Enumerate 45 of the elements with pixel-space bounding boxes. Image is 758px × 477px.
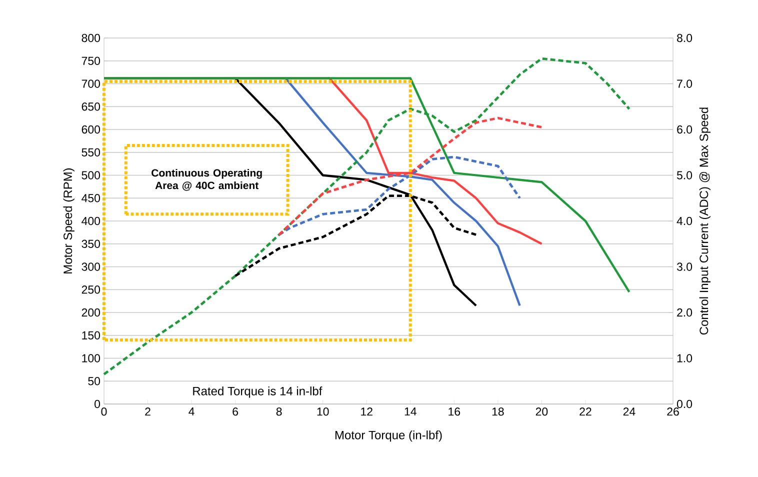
y-tick-label: 0	[94, 400, 100, 408]
y-tick-label: 700	[82, 80, 100, 88]
y2-tick-label: 5.0	[676, 171, 692, 180]
x-tick-label: 18	[492, 408, 504, 416]
x-tick-label: 24	[623, 408, 636, 416]
y-tick-label: 650	[82, 102, 100, 111]
x-tick-label: 12	[361, 408, 372, 416]
y2-tick-label: 0.0	[676, 400, 692, 408]
y2-tick-label: 3.0	[676, 262, 692, 271]
x-tick-label: 2	[145, 408, 150, 416]
x-axis-title: Motor Torque (in-lbf)	[335, 430, 442, 442]
y-tick-label: 550	[82, 148, 100, 156]
y-tick-label: 600	[82, 125, 100, 134]
y2-axis-title: Control Input Current (ADC) @ Max Speed	[699, 108, 711, 335]
y-tick-label: 200	[82, 308, 100, 317]
y2-tick-label: 1.0	[677, 354, 692, 362]
y2-tick-label: 6.0	[677, 125, 692, 134]
y2-tick-label: 2.0	[677, 308, 692, 317]
y-tick-label: 300	[82, 262, 100, 271]
x-tick-label: 8	[276, 408, 282, 416]
y-tick-label: 350	[82, 240, 100, 248]
y-tick-label: 250	[82, 286, 100, 294]
x-tick-label: 10	[317, 408, 329, 416]
x-tick-label: 26	[667, 408, 679, 416]
y2-tick-label: 7.0	[677, 80, 692, 88]
x-tick-label: 6	[232, 408, 238, 416]
y-tick-label: 400	[82, 216, 100, 226]
x-tick-label: 22	[580, 408, 592, 416]
x-tick-label: 20	[536, 408, 548, 416]
x-tick-label: 4	[188, 408, 194, 416]
y2-tick-label: 4.0	[676, 216, 692, 226]
x-tick-label: 0	[101, 408, 107, 416]
y2-tick-label: 8.0	[677, 34, 692, 42]
y-tick-label: 500	[82, 171, 100, 180]
y-axis-title: Motor Speed (RPM)	[63, 168, 74, 274]
annotation: Continuous Operating Area @ 40C ambient	[152, 168, 262, 191]
y-tick-label: 150	[82, 331, 100, 340]
x-tick-label: 14	[404, 408, 416, 416]
x-tick-label: 16	[448, 408, 460, 416]
y-tick-label: 750	[82, 56, 100, 65]
annotation: Rated Torque is 14 in-lbf	[193, 386, 322, 398]
y-tick-label: 50	[88, 377, 100, 386]
y-tick-label: 100	[82, 354, 100, 362]
y-tick-label: 800	[82, 34, 100, 42]
y-tick-label: 450	[82, 194, 100, 202]
